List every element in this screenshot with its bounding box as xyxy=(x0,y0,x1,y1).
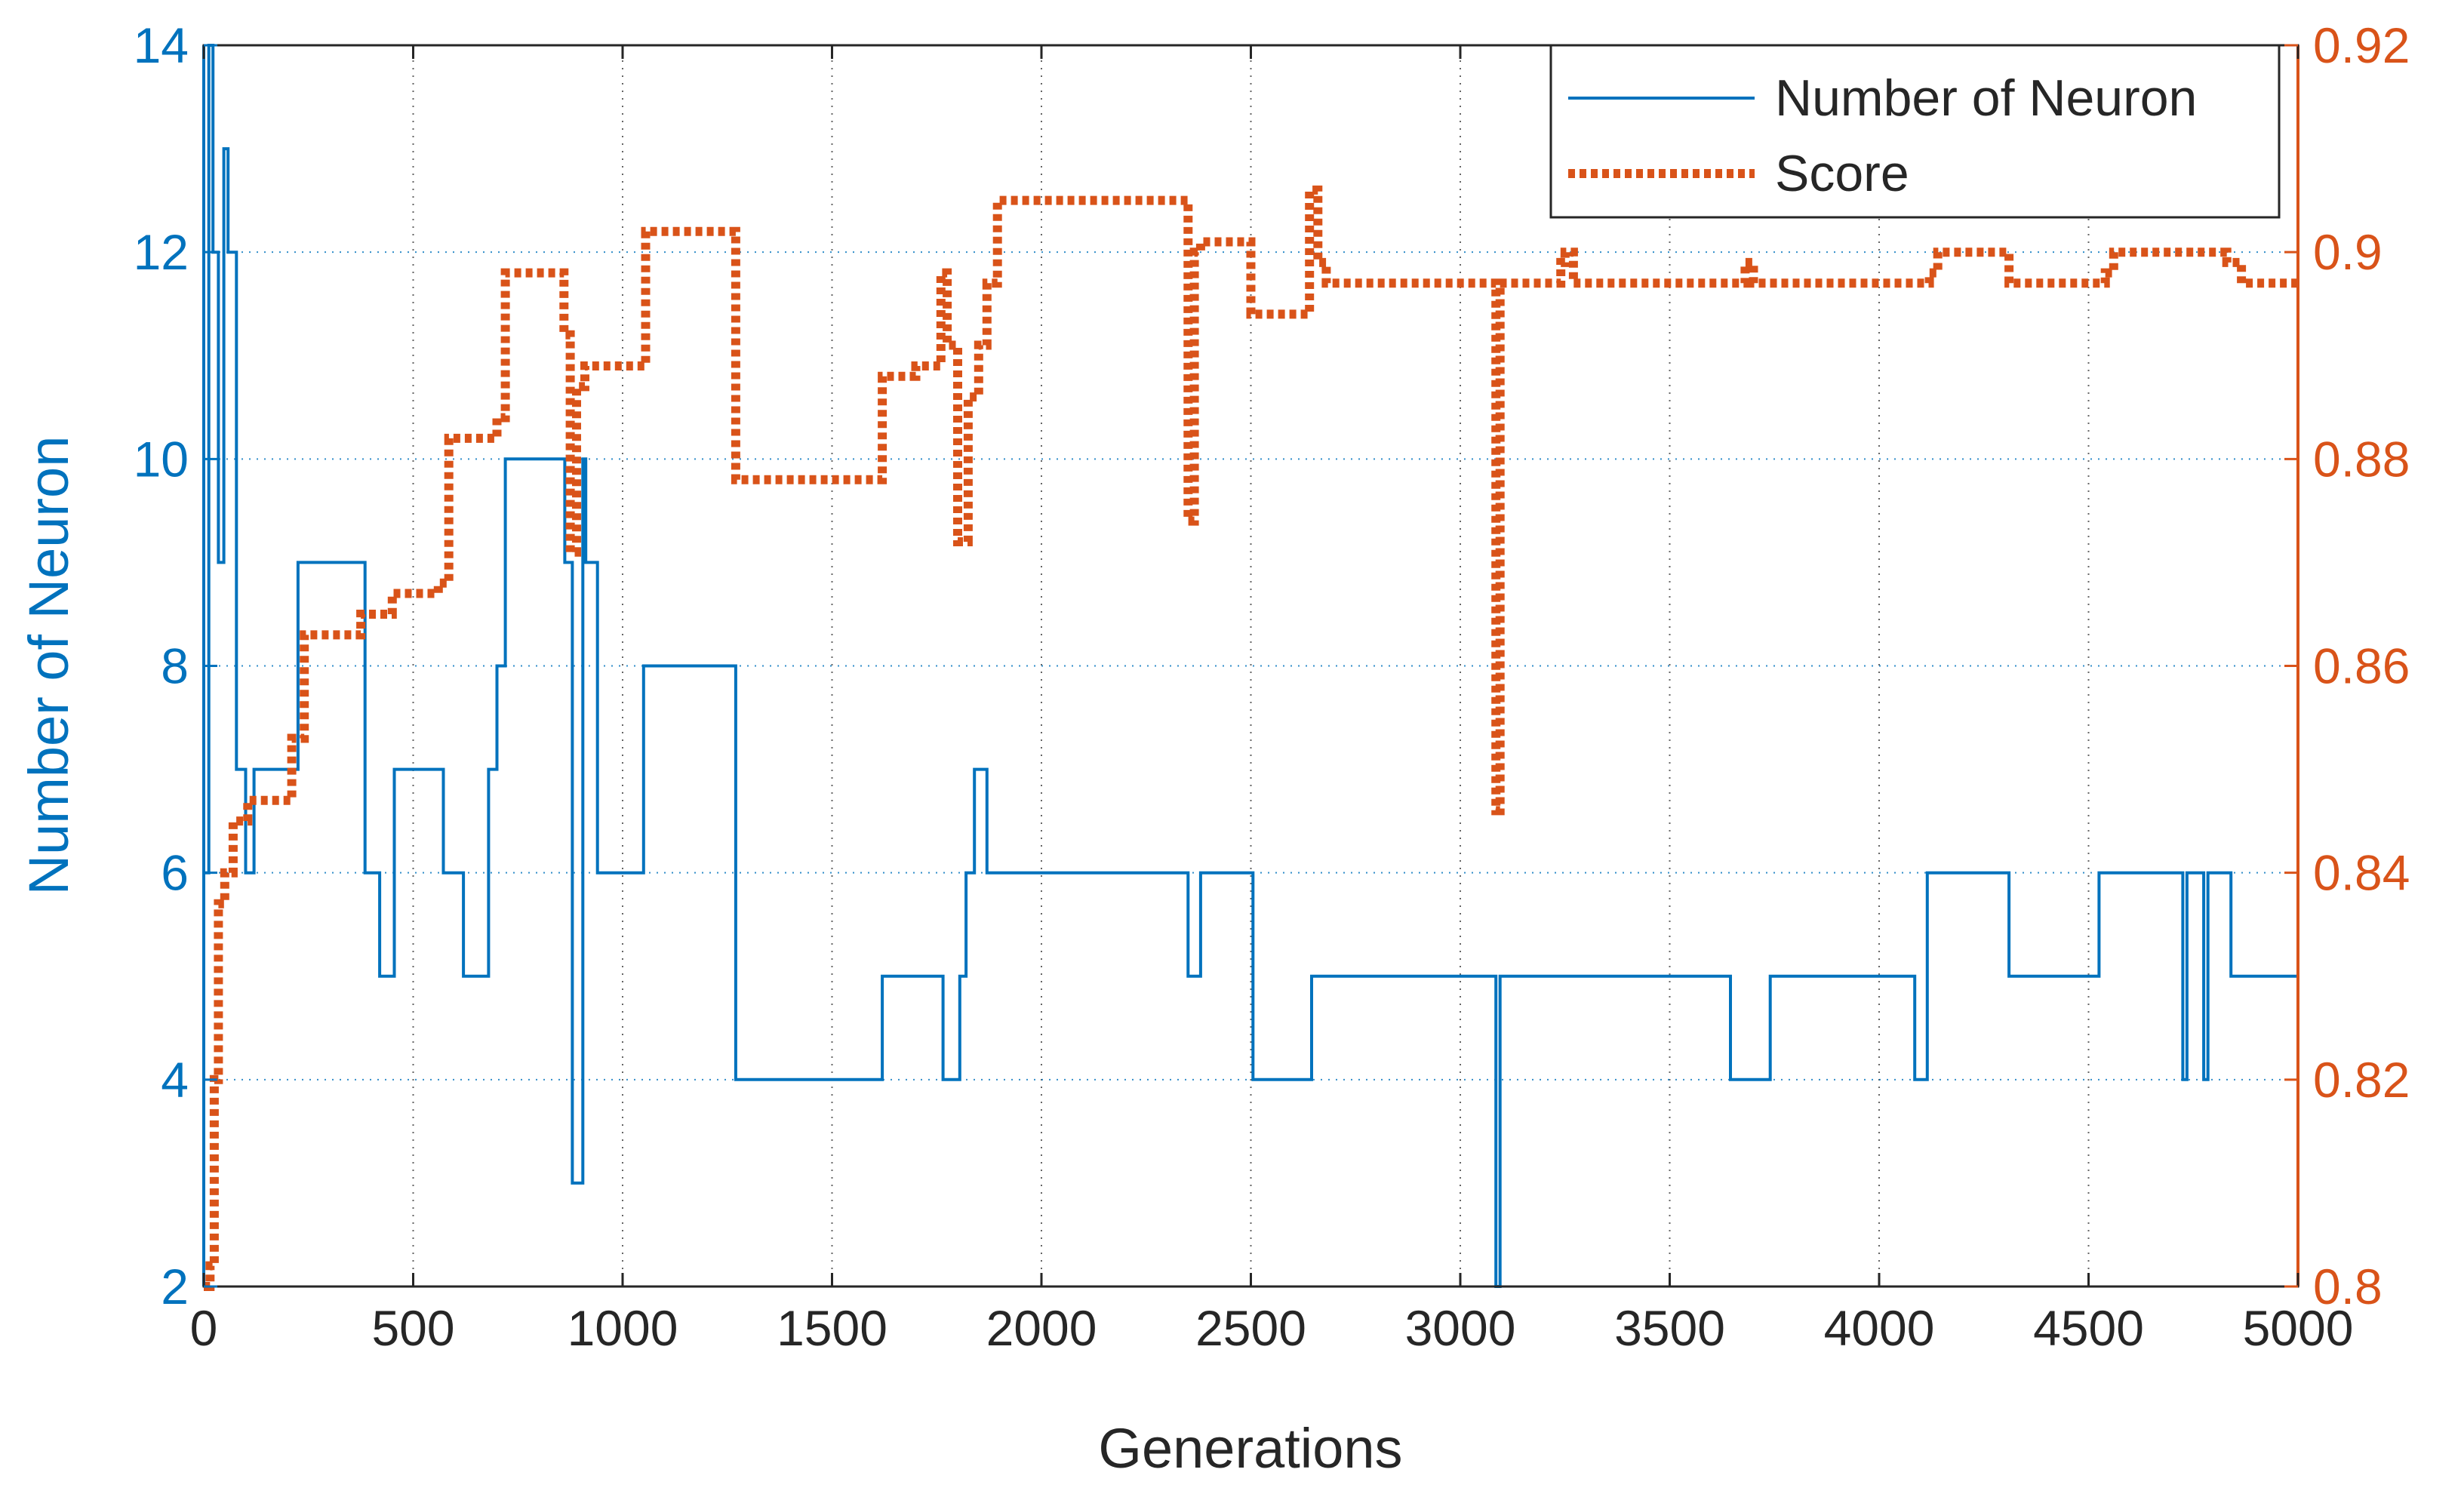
series-line-neuron xyxy=(204,44,2298,1288)
x-tick-label: 5000 xyxy=(2243,1300,2354,1356)
plot-background xyxy=(204,45,2298,1286)
y-left-tick-label: 2 xyxy=(161,1259,189,1314)
legend-label-neuron: Number of Neuron xyxy=(1775,69,2197,127)
y-right-tick-label: 0.8 xyxy=(2313,1259,2382,1314)
ticks: 0 500 1000 1500 2000 2500 3000 3500 4000 4500 5000… xyxy=(134,17,2410,1356)
y-right-tick-label: 0.86 xyxy=(2313,638,2410,694)
y-right-tick-label: 0.84 xyxy=(2313,845,2410,901)
x-tick-label: 4000 xyxy=(1824,1300,1935,1356)
y-right-tick-label: 0.92 xyxy=(2313,17,2410,73)
y-left-tick-label: 6 xyxy=(161,845,189,901)
y-left-tick-label: 14 xyxy=(134,17,189,73)
x-tick-label: 3500 xyxy=(1614,1300,1725,1356)
legend-label-score: Score xyxy=(1775,145,1909,202)
x-tick-label: 2500 xyxy=(1195,1300,1306,1356)
y-left-tick-label: 4 xyxy=(161,1052,189,1108)
legend: Number of Neuron Score xyxy=(1549,44,2281,219)
x-tick-label: 1500 xyxy=(777,1300,887,1356)
series-line-score xyxy=(204,185,2298,1291)
x-tick-label: 2000 xyxy=(986,1300,1097,1356)
x-axis-title: Generations xyxy=(1098,1417,1402,1480)
y-right-tick-label: 0.88 xyxy=(2313,431,2410,487)
x-tick-label: 500 xyxy=(371,1300,454,1356)
series-layer xyxy=(204,44,2298,1291)
y-axis-left-title: Number of Neuron xyxy=(17,436,80,896)
y-left-tick-label: 10 xyxy=(134,431,189,487)
y-right-tick-label: 0.82 xyxy=(2313,1052,2410,1108)
y-left-tick-label: 8 xyxy=(161,638,189,694)
x-tick-label: 1000 xyxy=(568,1300,678,1356)
x-tick-label: 4500 xyxy=(2033,1300,2144,1356)
x-tick-label: 0 xyxy=(190,1300,218,1356)
y-right-tick-label: 0.9 xyxy=(2313,224,2382,280)
x-tick-label: 3000 xyxy=(1405,1300,1516,1356)
y-left-tick-label: 12 xyxy=(134,224,189,280)
legend-box xyxy=(1549,44,2281,219)
